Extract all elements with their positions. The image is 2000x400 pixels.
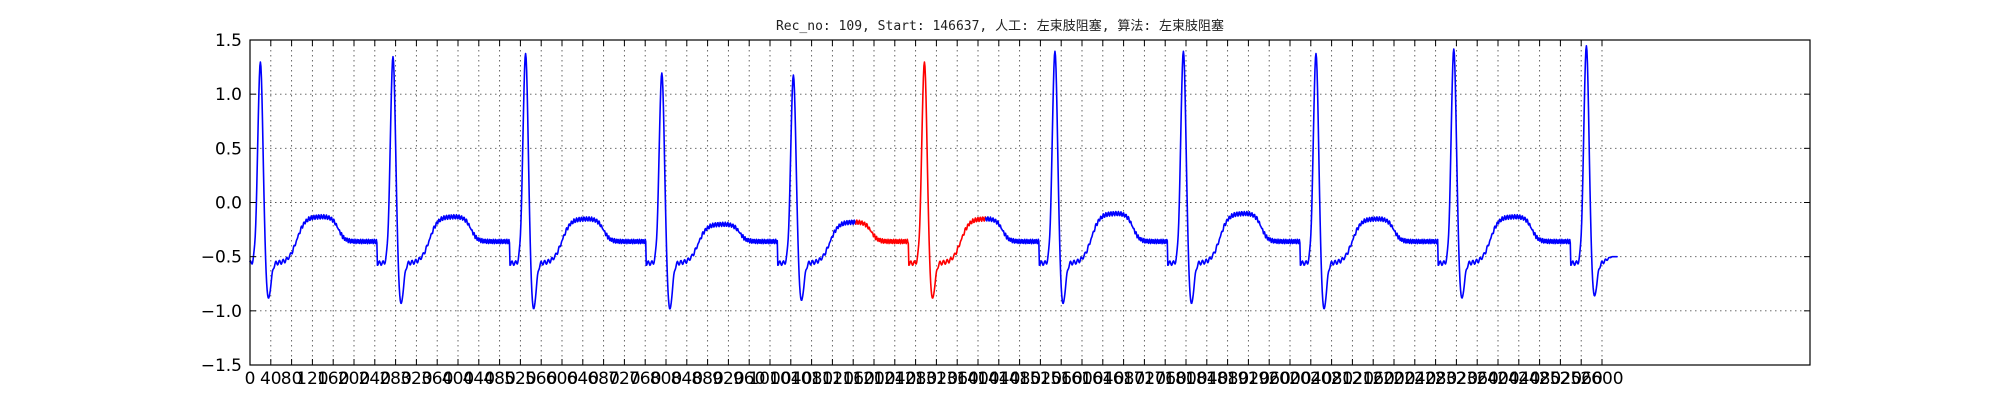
x-tick-label: 2560 [1560,369,1603,389]
x-tick-label: 1160 [832,369,875,389]
x-tick-label: 680 [587,369,619,389]
x-tick-label: 1480 [998,369,1041,389]
x-tick-label: 560 [525,369,557,389]
x-tick-label: 1880 [1206,369,1249,389]
x-tick-label: 320 [400,369,432,389]
x-tick-label: 520 [504,369,536,389]
x-tick-label: 720 [608,369,640,389]
x-tick-label: 640 [567,369,599,389]
x-tick-label: 2160 [1352,369,1395,389]
y-tick-label: 1.0 [215,85,242,105]
x-tick-label: 840 [671,369,703,389]
x-tick-label: 2440 [1497,369,1540,389]
x-tick-label: 1000 [748,369,791,389]
x-tick-label: 2600 [1580,369,1623,389]
y-axis: −1.5 −1.0 −0.5 0.0 0.5 1.0 1.5 [201,31,1810,376]
y-tick-label: −0.5 [201,248,242,268]
x-tick-label: 1560 [1040,369,1083,389]
x-tick-label: 800 [650,369,682,389]
x-tick-label: 1760 [1144,369,1187,389]
x-tick-label: 400 [442,369,474,389]
ecg-series-normal-1 [249,52,857,310]
x-tick-label: 1280 [894,369,937,389]
x-tick-label: 2320 [1435,369,1478,389]
x-tick-label: 1360 [936,369,979,389]
x-tick-label: 80 [281,369,303,389]
x-tick-label: 480 [483,369,515,389]
ecg-trace [249,45,1618,310]
ecg-series-normal-2 [985,45,1618,310]
x-tick-label: 1800 [1164,369,1207,389]
x-tick-label: 1520 [1019,369,1062,389]
x-tick-label: 2240 [1393,369,1436,389]
y-tick-label: 1.5 [215,31,242,51]
x-tick-label: 600 [546,369,578,389]
x-tick-label: 960 [733,369,765,389]
x-tick-label: 1680 [1102,369,1145,389]
y-tick-label: −1.5 [201,356,242,376]
x-tick-label: 360 [421,369,453,389]
x-tick-label: 2400 [1476,369,1519,389]
x-tick-label: 1400 [956,369,999,389]
x-tick-label: 1600 [1060,369,1103,389]
x-tick-label: 440 [463,369,495,389]
x-tick-label: 2280 [1414,369,1457,389]
x-tick-label: 760 [629,369,661,389]
x-tick-label: 2080 [1310,369,1353,389]
x-tick-label: 1920 [1227,369,1270,389]
chart-title: Rec_no: 109, Start: 146637, 人工: 左束肢阻塞, 算… [776,18,1224,34]
x-tick-label: 1040 [769,369,812,389]
y-tick-label: −1.0 [201,302,242,322]
x-tick-label: 2200 [1372,369,1415,389]
x-tick-label: 240 [359,369,391,389]
x-tick-label: 40 [260,369,282,389]
x-tick-label: 1080 [790,369,833,389]
grid-lines [249,39,1810,366]
x-tick-label: 920 [712,369,744,389]
y-tick-label: 0.5 [215,139,242,159]
x-tick-label: 1320 [915,369,958,389]
y-tick-label: 0.0 [215,194,242,214]
x-tick-label: 280 [379,369,411,389]
x-tick-label: 200 [338,369,370,389]
x-tick-label: 1840 [1185,369,1228,389]
x-tick-label: 120 [296,369,328,389]
x-tick-label: 160 [317,369,349,389]
x-tick-label: 2520 [1539,369,1582,389]
x-tick-label: 2480 [1518,369,1561,389]
x-tick-label: 1960 [1248,369,1291,389]
x-tick-label: 2000 [1268,369,1311,389]
x-tick-label: 1720 [1123,369,1166,389]
x-tick-label: 1240 [873,369,916,389]
x-tick-label: 2040 [1289,369,1332,389]
x-tick-label: 1440 [977,369,1020,389]
x-tick-label: 2360 [1456,369,1499,389]
x-tick-label: 0 [245,369,256,389]
x-axis: 0 40 8012016020024028032036040044048052056… [245,40,1624,389]
x-tick-label: 1200 [852,369,895,389]
x-tick-label: 1120 [811,369,854,389]
x-tick-label: 2120 [1331,369,1374,389]
x-tick-label: 880 [691,369,723,389]
x-tick-label: 1640 [1081,369,1124,389]
ecg-series-highlight [855,61,987,299]
